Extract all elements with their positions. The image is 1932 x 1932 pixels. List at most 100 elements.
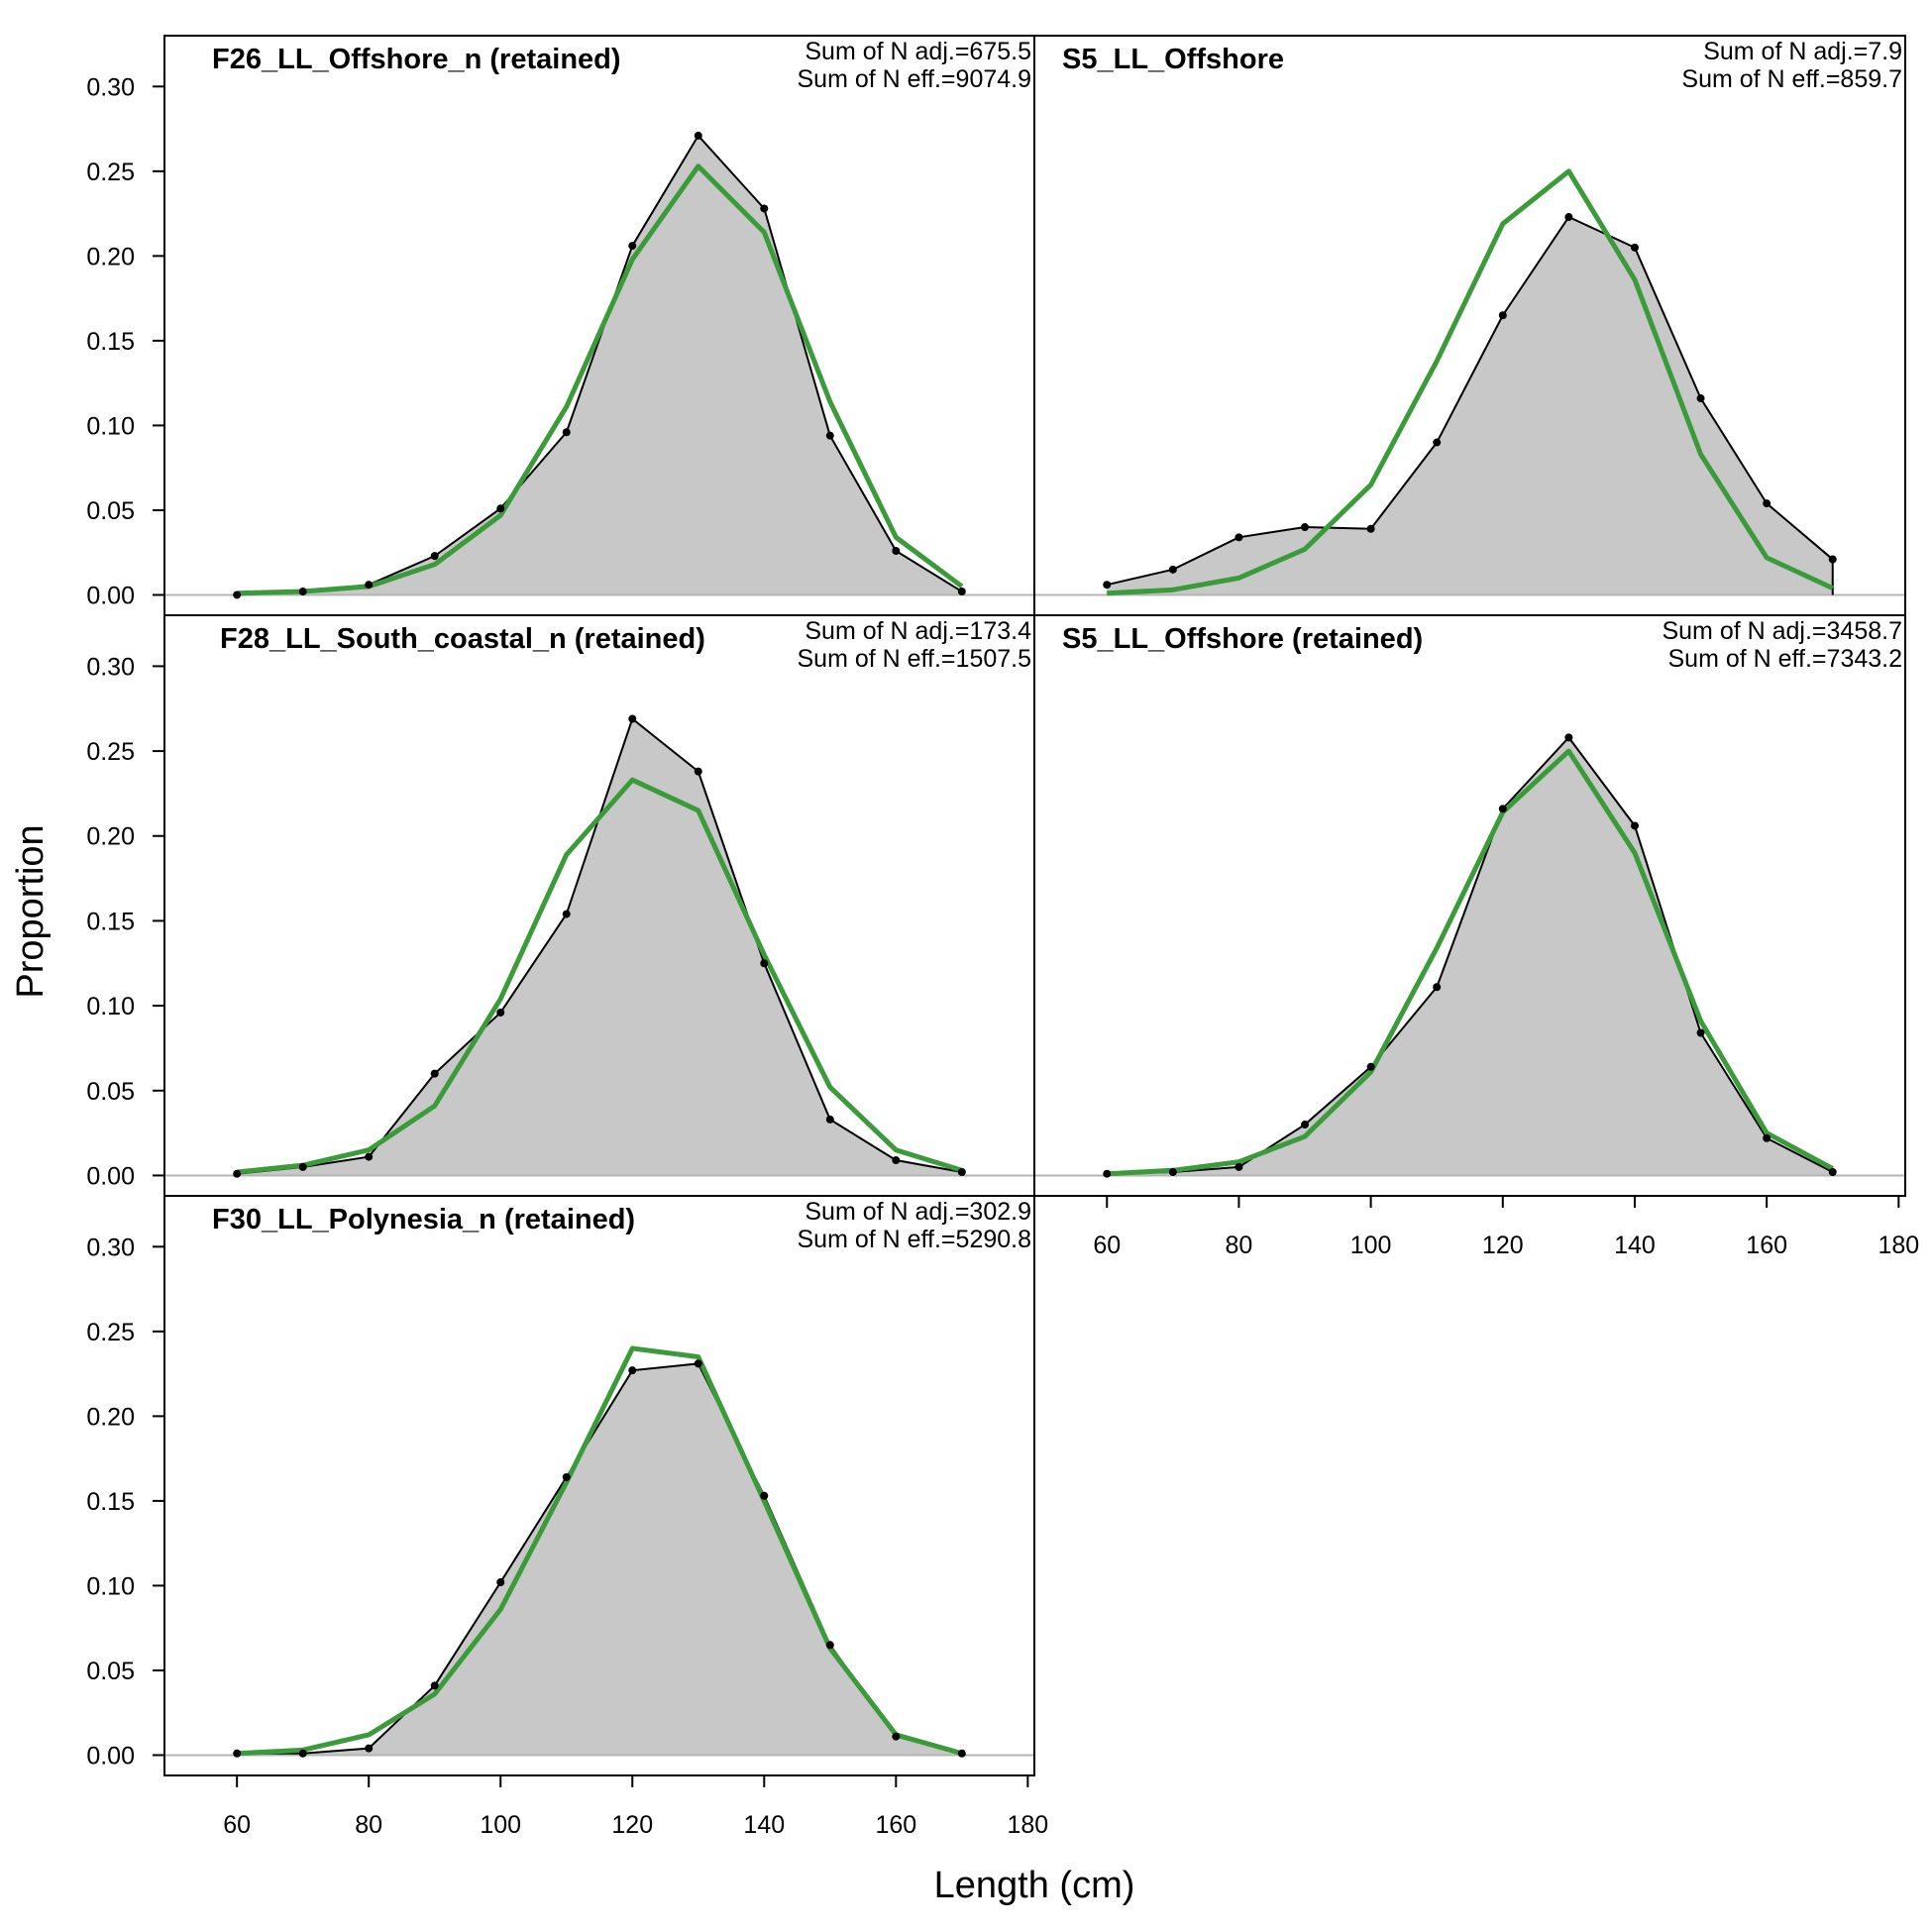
y-tick-label: 0.15 [86, 1488, 135, 1516]
sum-annotation: Sum of N eff.=9074.9 [798, 65, 1032, 93]
observed-line [1107, 735, 1834, 1175]
observed-point [562, 910, 571, 918]
x-tick-label: 60 [223, 1811, 251, 1839]
observed-point [1234, 1162, 1243, 1171]
observed-point [1168, 1168, 1177, 1177]
observed-point [760, 204, 769, 213]
y-axis-title: Proportion [10, 824, 52, 998]
y-tick-label: 0.25 [86, 738, 135, 766]
observed-point [430, 1681, 439, 1690]
y-tick-label: 0.00 [86, 582, 135, 609]
observed-area [237, 718, 962, 1176]
observed-point [1234, 533, 1243, 542]
x-tick-label: 140 [743, 1811, 785, 1839]
observed-point [496, 1008, 505, 1017]
observed-point [365, 581, 374, 590]
observed-point [1301, 523, 1310, 532]
observed-point [1564, 733, 1573, 742]
x-tick-label: 140 [1614, 1232, 1656, 1259]
observed-point [233, 1169, 242, 1178]
observed-point [1366, 1062, 1375, 1071]
sum-annotation: Sum of N adj.=675.5 [805, 38, 1031, 65]
y-tick-label: 0.05 [86, 497, 135, 525]
observed-area [1107, 737, 1833, 1176]
sum-annotation: Sum of N eff.=5290.8 [798, 1226, 1032, 1253]
observed-point [298, 1749, 307, 1758]
observed-point [1763, 499, 1771, 508]
observed-point [298, 1162, 307, 1171]
y-tick-label: 0.00 [86, 1162, 135, 1190]
y-tick-label: 0.30 [86, 653, 135, 681]
observed-point [1433, 438, 1442, 447]
x-tick-label: 60 [1093, 1232, 1121, 1259]
observed-point [694, 767, 702, 776]
expected-line [237, 163, 964, 596]
y-tick-label: 0.10 [86, 412, 135, 440]
observed-point [496, 504, 505, 513]
observed-point [1564, 213, 1573, 222]
x-tick-label: 180 [1007, 1811, 1048, 1839]
x-tick-label: 80 [1226, 1232, 1253, 1259]
expected-line [236, 777, 963, 1175]
observed-point [1696, 394, 1705, 403]
observed-point [1630, 243, 1639, 252]
expected-line [1107, 168, 1834, 596]
observed-point [694, 131, 702, 140]
x-tick-label: 80 [355, 1811, 382, 1839]
y-tick-label: 0.05 [86, 1658, 135, 1685]
observed-point [1498, 311, 1507, 320]
observed-point [892, 547, 901, 555]
observed-point [628, 714, 637, 723]
panel-title: F26_LL_Offshore_n (retained) [212, 44, 621, 75]
sum-annotation: Sum of N adj.=7.9 [1703, 38, 1902, 65]
expected-line [1107, 748, 1834, 1177]
y-tick-label: 0.15 [86, 328, 135, 356]
y-tick-label: 0.00 [86, 1742, 135, 1770]
panel-4: S5_LL_Offshore (retained) Sum of N adj.=3… [1033, 614, 1919, 1259]
y-tick-label: 0.30 [86, 1234, 135, 1261]
x-tick-label: 160 [1746, 1232, 1787, 1259]
observed-point [957, 588, 966, 596]
observed-point [365, 1152, 374, 1161]
observed-point [1763, 1133, 1771, 1142]
panel-title: S5_LL_Offshore [1062, 44, 1284, 75]
observed-point [430, 1069, 439, 1078]
observed-point [1828, 1168, 1837, 1177]
expected-line [237, 1345, 963, 1757]
observed-point [1366, 524, 1375, 533]
y-tick-label: 0.10 [86, 993, 135, 1020]
observed-point [1301, 1121, 1310, 1129]
y-tick-label: 0.25 [86, 1319, 135, 1346]
panel-border [1033, 614, 1906, 1197]
observed-point [892, 1732, 901, 1741]
panel-border [163, 1195, 1035, 1776]
x-tick-label: 160 [875, 1811, 916, 1839]
observed-point [233, 1749, 242, 1758]
panel-5: F30_LL_Polynesia_n (retained) Sum of N ad… [86, 1195, 1048, 1839]
observed-point [628, 1366, 637, 1375]
observed-point [957, 1168, 966, 1177]
x-tick-label: 120 [1482, 1232, 1524, 1259]
panel-title: F30_LL_Polynesia_n (retained) [212, 1204, 635, 1235]
observed-point [562, 428, 571, 437]
y-tick-label: 0.20 [86, 823, 135, 851]
observed-point [825, 1641, 834, 1650]
observed-point [825, 1115, 834, 1124]
observed-line [1107, 215, 1834, 587]
observed-point [1630, 821, 1639, 830]
y-tick-label: 0.20 [86, 1403, 135, 1431]
observed-point [892, 1156, 901, 1165]
observed-point [562, 1472, 571, 1481]
y-tick-label: 0.20 [86, 243, 135, 270]
observed-point [1498, 805, 1507, 813]
observed-area [1107, 217, 1833, 595]
observed-point [430, 552, 439, 561]
observed-point [1103, 581, 1112, 590]
observed-point [1168, 565, 1177, 574]
y-tick-label: 0.25 [86, 159, 135, 186]
observed-point [233, 590, 242, 599]
panel-title: S5_LL_Offshore (retained) [1062, 623, 1423, 655]
sum-annotation: Sum of N adj.=173.4 [805, 617, 1031, 645]
